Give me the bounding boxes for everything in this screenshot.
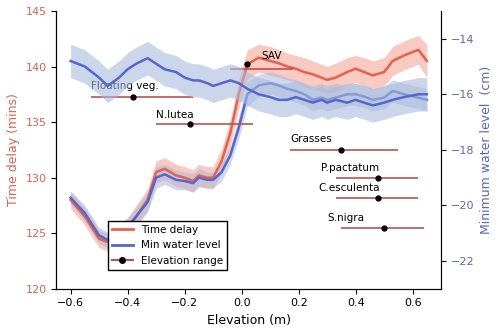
Text: P.pactatum: P.pactatum: [322, 163, 380, 173]
Text: N.lutea: N.lutea: [156, 110, 194, 120]
Y-axis label: Time delay (mins): Time delay (mins): [7, 94, 20, 206]
Text: S.nigra: S.nigra: [327, 213, 364, 223]
Text: Floating veg.: Floating veg.: [90, 81, 158, 91]
Y-axis label: Minimum water level  (cm): Minimum water level (cm): [480, 66, 493, 234]
Legend: Time delay, Min water level, Elevation range: Time delay, Min water level, Elevation r…: [108, 221, 228, 270]
Text: Grasses: Grasses: [290, 134, 332, 144]
Text: C.esculenta: C.esculenta: [318, 183, 380, 193]
Text: SAV: SAV: [262, 51, 282, 61]
X-axis label: Elevation (m): Elevation (m): [207, 314, 291, 327]
